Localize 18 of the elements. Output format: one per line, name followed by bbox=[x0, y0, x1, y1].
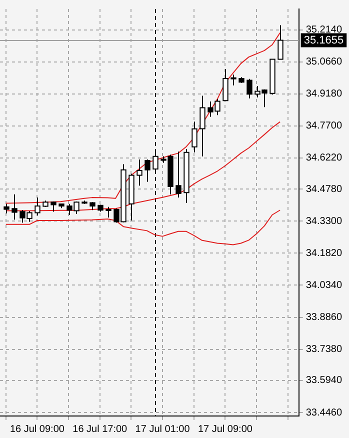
y-tick-label: 33.4460 bbox=[306, 407, 342, 418]
x-tick-label: 17 Jul 09:00 bbox=[198, 424, 253, 435]
y-tick-label: 35.2140 bbox=[306, 24, 342, 36]
y-tick-label: 34.9180 bbox=[306, 88, 342, 100]
y-tick-label: 34.6220 bbox=[306, 152, 342, 164]
y-tick-label: 34.1820 bbox=[306, 248, 342, 259]
y-tick-label: 34.3300 bbox=[306, 216, 342, 227]
y-tick-label: 33.7380 bbox=[306, 344, 342, 356]
y-tick-label: 35.0660 bbox=[306, 56, 342, 68]
y-tick-label: 34.7700 bbox=[306, 120, 342, 132]
y-tick-label: 33.5940 bbox=[306, 375, 342, 386]
x-tick-label: 16 Jul 09:00 bbox=[10, 424, 65, 435]
x-tick-label: 16 Jul 17:00 bbox=[72, 424, 128, 435]
ref-line-label: 35.1655 bbox=[304, 34, 344, 46]
y-tick-label: 34.4780 bbox=[306, 184, 342, 195]
y-tick-label: 33.8860 bbox=[306, 312, 342, 324]
y-tick-label: 34.0340 bbox=[306, 280, 342, 291]
x-tick-label: 17 Jul 01:00 bbox=[135, 424, 190, 435]
